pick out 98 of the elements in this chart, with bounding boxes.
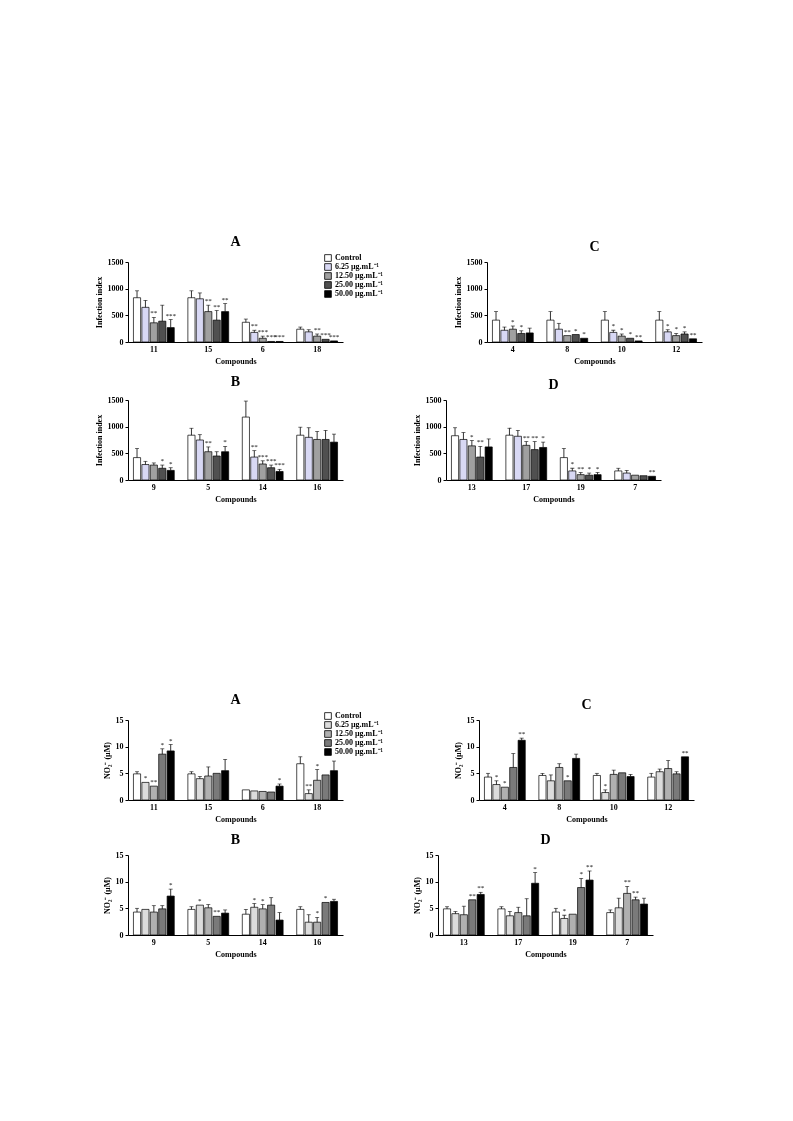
x-tick-label: 5 (206, 937, 211, 947)
y-tick-label: 10 (425, 877, 434, 887)
y-tick-label: 5 (429, 903, 434, 913)
x-tick-label: 10 (617, 344, 626, 354)
y-axis-title: Infection index (94, 276, 104, 329)
y-axis-title: Infection index (453, 276, 463, 329)
x-tick-label: 16 (313, 937, 322, 947)
x-tick-label: 7 (633, 482, 638, 492)
x-tick-label: 8 (565, 344, 570, 354)
x-tick-label: 13 (459, 937, 468, 947)
y-tick-label: 5 (119, 768, 124, 778)
y-axis-title: NO₂⁻ (µM) (453, 741, 463, 779)
y-axis-title: Infection index (412, 414, 422, 467)
x-tick-label: 10 (609, 802, 618, 812)
legend-label: 12.50 µg.mL⁻¹ (335, 729, 384, 738)
legend-label: Control (335, 711, 363, 720)
y-tick-label: 1000 (107, 422, 124, 432)
x-tick-label: 19 (576, 482, 585, 492)
x-tick-label: 6 (260, 344, 265, 354)
x-tick-label: 15 (204, 344, 213, 354)
legend-label: 25.00 µg.mL⁻¹ (335, 738, 384, 747)
chart-title: D (548, 377, 559, 392)
y-tick-label: 0 (478, 337, 483, 347)
x-tick-label: 7 (625, 937, 630, 947)
legend-label: 50.00 µg.mL⁻¹ (335, 289, 384, 298)
x-axis-title: Compounds (215, 949, 257, 959)
chart-title: B (230, 374, 241, 390)
x-axis-title: Compounds (533, 494, 575, 504)
legend-label: 6.25 µg.mL⁻¹ (335, 720, 380, 729)
y-tick-label: 1500 (466, 257, 483, 267)
y-tick-label: 0 (470, 795, 475, 805)
y-tick-label: 1000 (107, 284, 124, 294)
x-tick-label: 5 (206, 482, 211, 492)
y-tick-label: 0 (429, 930, 434, 940)
y-tick-label: 1000 (466, 284, 483, 294)
chart-title: A (230, 692, 242, 708)
y-tick-label: 5 (119, 903, 124, 913)
x-tick-label: 11 (150, 344, 158, 354)
y-tick-label: 1500 (107, 257, 124, 267)
chart-title: C (589, 239, 600, 254)
y-tick-label: 0 (119, 930, 124, 940)
x-axis-title: Compounds (525, 949, 567, 959)
chart-title: D (540, 832, 551, 847)
x-axis-title: Compounds (215, 356, 257, 366)
x-tick-label: 4 (510, 344, 515, 354)
y-tick-label: 5 (470, 768, 475, 778)
legend-label: 12.50 µg.mL⁻¹ (335, 271, 384, 280)
y-tick-label: 500 (429, 448, 442, 458)
y-tick-label: 15 (466, 715, 475, 725)
y-tick-label: 15 (115, 850, 124, 860)
y-tick-label: 0 (437, 475, 442, 485)
y-tick-label: 10 (115, 742, 124, 752)
y-axis-title: NO₂⁻ (µM) (102, 741, 112, 779)
legend-label: 25.00 µg.mL⁻¹ (335, 280, 384, 289)
x-tick-label: 13 (467, 482, 476, 492)
y-axis-title: NO₂⁻ (µM) (412, 876, 422, 914)
x-tick-label: 9 (151, 937, 156, 947)
legend-label: 50.00 µg.mL⁻¹ (335, 747, 384, 756)
x-tick-label: 12 (672, 344, 681, 354)
x-tick-label: 12 (664, 802, 673, 812)
chart-title: A (230, 234, 242, 250)
x-tick-label: 14 (258, 937, 267, 947)
x-tick-label: 11 (150, 802, 158, 812)
x-tick-label: 19 (568, 937, 577, 947)
x-axis-title: Compounds (215, 814, 257, 824)
y-tick-label: 1000 (425, 422, 442, 432)
chart-title: B (230, 832, 241, 847)
x-tick-label: 15 (204, 802, 213, 812)
y-tick-label: 10 (466, 742, 475, 752)
x-tick-label: 18 (313, 344, 322, 354)
legend-label: 6.25 µg.mL⁻¹ (335, 262, 380, 271)
x-tick-label: 18 (313, 802, 322, 812)
x-tick-label: 9 (151, 482, 156, 492)
y-tick-label: 0 (119, 337, 124, 347)
y-axis-title: Infection index (94, 414, 104, 467)
y-axis-title: NO₂⁻ (µM) (102, 876, 112, 914)
y-tick-label: 500 (111, 448, 124, 458)
legend-label: Control (335, 253, 363, 262)
y-tick-label: 1500 (107, 395, 124, 405)
y-tick-label: 500 (111, 310, 124, 320)
y-tick-label: 1500 (425, 395, 442, 405)
x-tick-label: 6 (260, 802, 265, 812)
x-tick-label: 4 (502, 802, 507, 812)
y-tick-label: 15 (425, 850, 434, 860)
x-tick-label: 17 (522, 482, 531, 492)
y-tick-label: 15 (115, 715, 124, 725)
x-tick-label: 17 (514, 937, 523, 947)
x-tick-label: 14 (258, 482, 267, 492)
y-tick-label: 10 (115, 877, 124, 887)
x-axis-title: Compounds (215, 494, 257, 504)
x-tick-label: 8 (557, 802, 562, 812)
y-tick-label: 0 (119, 795, 124, 805)
x-axis-title: Compounds (566, 814, 608, 824)
x-tick-label: 16 (313, 482, 322, 492)
y-tick-label: 500 (470, 310, 483, 320)
chart-title: C (581, 697, 592, 712)
y-tick-label: 0 (119, 475, 124, 485)
x-axis-title: Compounds (574, 356, 616, 366)
